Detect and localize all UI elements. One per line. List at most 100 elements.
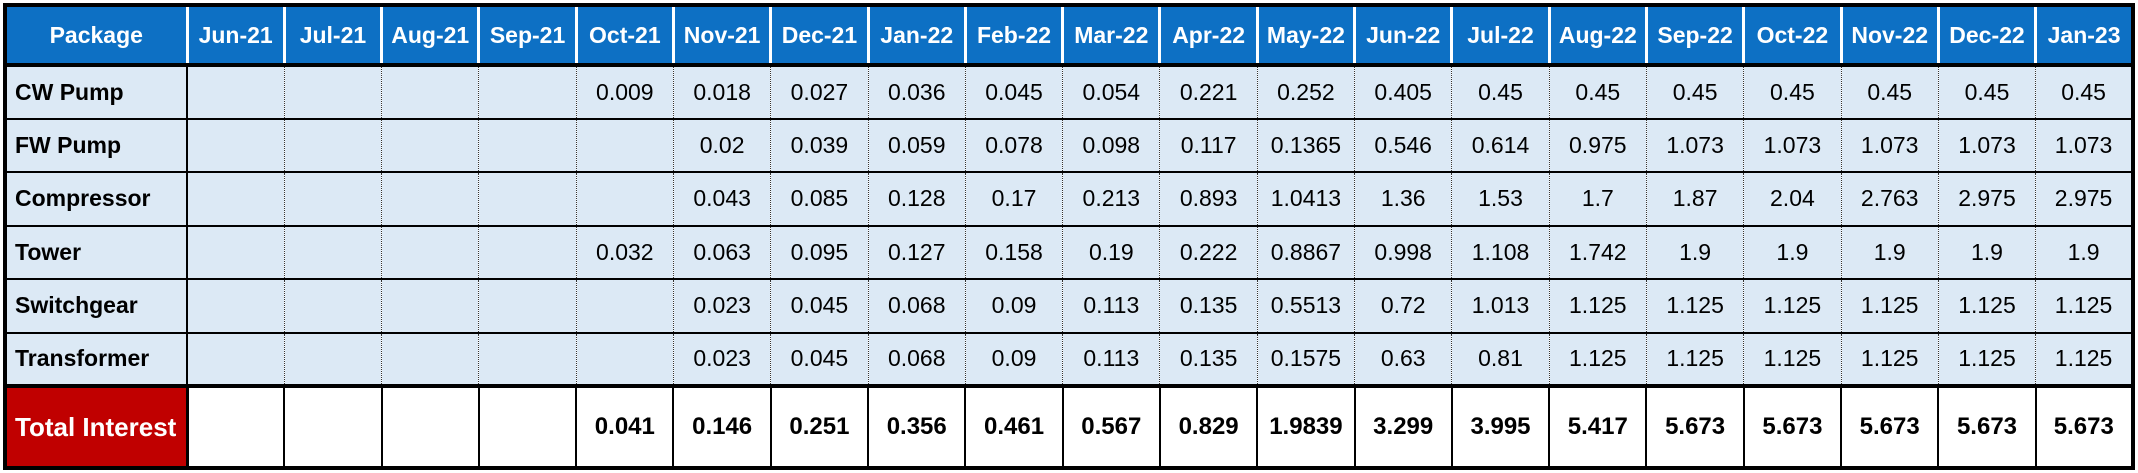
column-header-month[interactable]: Sep-21 [478, 5, 578, 67]
table-cell[interactable]: 0.02 [673, 117, 772, 173]
table-cell[interactable]: 0.893 [1159, 171, 1258, 226]
table-cell[interactable] [284, 171, 383, 226]
table-cell[interactable]: 0.45 [1549, 64, 1647, 119]
table-cell[interactable]: 0.1575 [1257, 331, 1356, 387]
row-label[interactable]: Total Interest [5, 384, 189, 468]
table-cell[interactable]: 1.125 [1841, 331, 1939, 387]
table-cell[interactable]: 0.128 [868, 171, 966, 226]
table-cell[interactable]: 0.5513 [1257, 278, 1356, 333]
table-cell[interactable] [284, 117, 383, 173]
table-cell[interactable]: 0.45 [2035, 64, 2133, 119]
table-cell[interactable]: 0.356 [868, 384, 967, 468]
table-cell[interactable]: 0.078 [965, 117, 1064, 173]
table-cell[interactable]: 0.059 [868, 117, 966, 173]
table-cell[interactable]: 1.125 [1841, 278, 1939, 333]
column-header-month[interactable]: Sep-22 [1646, 5, 1746, 67]
table-cell[interactable]: 0.063 [673, 224, 772, 280]
table-cell[interactable]: 0.975 [1549, 117, 1647, 173]
table-cell[interactable]: 0.45 [1938, 64, 2037, 119]
table-cell[interactable]: 0.068 [868, 278, 966, 333]
table-cell[interactable]: 0.027 [770, 64, 869, 119]
table-cell[interactable] [381, 224, 480, 280]
column-header-month[interactable]: Oct-22 [1743, 5, 1843, 67]
column-header-month[interactable]: Jul-21 [284, 5, 384, 67]
table-cell[interactable] [576, 117, 674, 173]
table-cell[interactable]: 0.054 [1062, 64, 1161, 119]
table-cell[interactable]: 0.45 [1841, 64, 1939, 119]
table-cell[interactable]: 0.098 [1062, 117, 1161, 173]
table-cell[interactable]: 1.125 [2035, 331, 2133, 387]
column-header-month[interactable]: Jun-22 [1354, 5, 1454, 67]
table-cell[interactable]: 1.073 [2035, 117, 2133, 173]
table-cell[interactable]: 0.085 [770, 171, 869, 226]
column-header-package[interactable]: Package [5, 5, 189, 67]
table-cell[interactable]: 0.043 [673, 171, 772, 226]
table-cell[interactable]: 2.975 [2035, 171, 2133, 226]
table-cell[interactable] [478, 117, 577, 173]
table-cell[interactable]: 0.09 [965, 331, 1064, 387]
table-cell[interactable]: 0.135 [1159, 331, 1258, 387]
table-cell[interactable]: 1.125 [1938, 331, 2037, 387]
table-cell[interactable] [187, 64, 285, 119]
table-cell[interactable]: 0.146 [673, 384, 772, 468]
table-cell[interactable]: 0.039 [770, 117, 869, 173]
table-cell[interactable] [478, 64, 577, 119]
table-cell[interactable]: 0.023 [673, 331, 772, 387]
table-cell[interactable] [284, 278, 383, 333]
table-cell[interactable] [381, 171, 480, 226]
table-cell[interactable]: 1.125 [1743, 331, 1842, 387]
table-cell[interactable]: 0.135 [1159, 278, 1258, 333]
column-header-month[interactable]: Dec-22 [1938, 5, 2038, 67]
table-cell[interactable]: 0.045 [965, 64, 1064, 119]
table-cell[interactable] [381, 331, 480, 387]
table-cell[interactable] [381, 384, 480, 468]
table-cell[interactable]: 0.546 [1354, 117, 1453, 173]
table-cell[interactable]: 1.53 [1451, 171, 1550, 226]
table-cell[interactable] [381, 117, 480, 173]
table-cell[interactable]: 1.125 [1743, 278, 1842, 333]
row-label[interactable]: Switchgear [5, 278, 188, 333]
table-cell[interactable] [576, 278, 674, 333]
row-label[interactable]: Compressor [5, 171, 188, 226]
table-cell[interactable]: 0.81 [1451, 331, 1550, 387]
table-cell[interactable]: 1.125 [1646, 331, 1745, 387]
table-cell[interactable]: 1.013 [1451, 278, 1550, 333]
table-cell[interactable] [187, 117, 285, 173]
column-header-month[interactable]: Jan-23 [2035, 5, 2133, 67]
column-header-month[interactable]: Jan-22 [868, 5, 967, 67]
column-header-month[interactable]: Apr-22 [1159, 5, 1259, 67]
table-cell[interactable] [284, 331, 383, 387]
column-header-month[interactable]: May-22 [1257, 5, 1357, 67]
table-cell[interactable]: 0.1365 [1257, 117, 1356, 173]
table-cell[interactable] [187, 384, 286, 468]
column-header-month[interactable]: Nov-21 [673, 5, 773, 67]
table-cell[interactable]: 1.7 [1549, 171, 1647, 226]
row-label[interactable]: CW Pump [5, 64, 188, 119]
table-cell[interactable] [284, 384, 383, 468]
table-cell[interactable]: 0.8867 [1257, 224, 1356, 280]
table-cell[interactable]: 1.073 [1743, 117, 1842, 173]
table-cell[interactable]: 0.045 [770, 278, 869, 333]
table-cell[interactable] [284, 224, 383, 280]
column-header-month[interactable]: Oct-21 [576, 5, 675, 67]
table-cell[interactable]: 0.113 [1062, 331, 1161, 387]
table-cell[interactable]: 0.213 [1062, 171, 1161, 226]
table-cell[interactable]: 0.222 [1159, 224, 1258, 280]
table-cell[interactable]: 0.405 [1354, 64, 1453, 119]
row-label[interactable]: Tower [5, 224, 188, 280]
table-cell[interactable]: 0.461 [965, 384, 1064, 468]
table-cell[interactable] [478, 278, 577, 333]
table-cell[interactable]: 5.673 [1743, 384, 1843, 468]
table-cell[interactable]: 2.763 [1841, 171, 1939, 226]
column-header-month[interactable]: Nov-22 [1841, 5, 1940, 67]
table-cell[interactable]: 0.19 [1062, 224, 1161, 280]
table-cell[interactable] [284, 64, 383, 119]
table-cell[interactable]: 5.673 [1938, 384, 2037, 468]
table-cell[interactable]: 0.158 [965, 224, 1064, 280]
table-cell[interactable]: 0.45 [1743, 64, 1842, 119]
table-cell[interactable]: 0.252 [1257, 64, 1356, 119]
table-cell[interactable] [381, 64, 480, 119]
column-header-month[interactable]: Jun-21 [187, 5, 286, 67]
table-cell[interactable] [187, 278, 285, 333]
table-cell[interactable]: 2.04 [1743, 171, 1842, 226]
